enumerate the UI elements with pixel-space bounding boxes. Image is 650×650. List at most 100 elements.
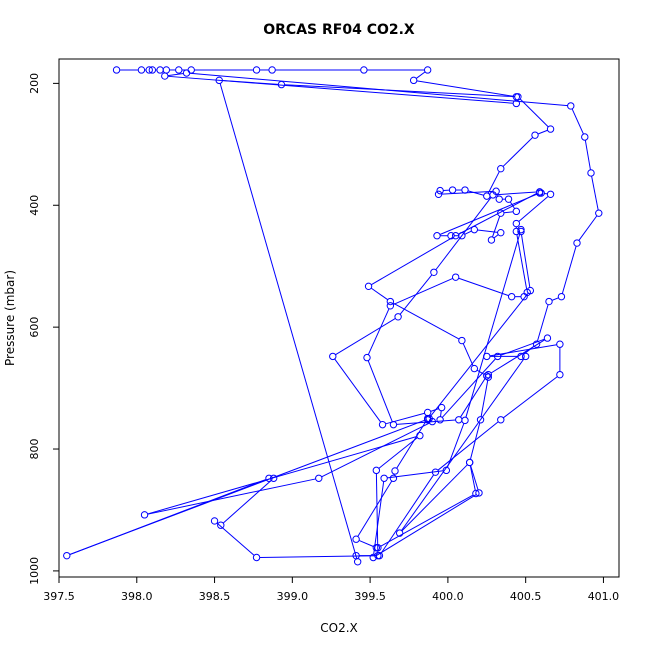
series-segment (458, 277, 509, 297)
x-tick-label: 399.5 (354, 590, 386, 603)
series-segment (477, 229, 498, 233)
data-point (512, 207, 521, 216)
series-segment (561, 245, 577, 294)
series-segment (401, 464, 468, 532)
data-point (436, 416, 444, 424)
series-segment (509, 201, 516, 209)
data-point (252, 66, 261, 74)
series-segment (502, 137, 534, 167)
series-segment (380, 474, 435, 554)
data-point (369, 553, 377, 562)
series-segment (437, 421, 499, 471)
series-segment (334, 358, 382, 423)
data-point (364, 282, 373, 291)
y-tick-label: 400 (28, 195, 41, 216)
y-axis-label: Pressure (mbar) (3, 270, 17, 366)
x-tick-label: 400.5 (510, 590, 542, 603)
series-segment (378, 437, 418, 469)
data-point (277, 80, 286, 89)
co2-series (63, 66, 603, 566)
series-segment (503, 211, 514, 214)
data-point (268, 66, 276, 74)
data-point (461, 416, 469, 425)
data-point (504, 195, 513, 203)
series-segment (415, 71, 426, 79)
chart-title: ORCAS RF04 CO2.X (263, 22, 415, 38)
data-point (512, 219, 521, 228)
series-segment (370, 287, 388, 301)
series-segment (489, 344, 557, 357)
series-segment (259, 555, 375, 558)
data-point (483, 352, 491, 361)
data-point (520, 292, 528, 301)
series-segment (284, 84, 515, 98)
data-point (217, 521, 225, 529)
y-axis: 200 400 600 800 1000 (28, 73, 59, 585)
data-point (386, 297, 395, 306)
series-segment (399, 274, 433, 315)
data-point (475, 489, 483, 497)
series-segment (147, 478, 316, 515)
series-segment (467, 190, 484, 196)
series-segment (69, 419, 427, 556)
x-tick-label: 398.0 (121, 590, 153, 603)
data-point (531, 131, 539, 139)
data-point (210, 517, 219, 525)
series-segment (518, 195, 549, 222)
data-point (487, 236, 496, 244)
data-point (483, 372, 491, 380)
series-segment (380, 494, 474, 547)
data-point (394, 313, 402, 321)
series-segment (392, 302, 460, 340)
series-segment (536, 304, 549, 342)
series-segment (469, 422, 481, 460)
data-point (451, 232, 460, 240)
data-point (148, 66, 157, 74)
data-point (556, 370, 564, 379)
data-point (416, 431, 424, 440)
x-tick-label: 399.0 (277, 590, 309, 603)
data-point (489, 191, 497, 199)
series-segment (446, 423, 465, 468)
series-segment (367, 360, 393, 422)
data-point (587, 169, 595, 177)
data-point (430, 268, 438, 276)
data-point (137, 66, 146, 74)
data-point (145, 66, 153, 74)
series-segment (373, 481, 385, 555)
series-segment (584, 140, 591, 170)
data-point (433, 232, 441, 240)
series-segment (519, 98, 549, 128)
data-point (329, 352, 337, 361)
data-point (556, 340, 564, 348)
data-point (543, 334, 552, 342)
data-point (447, 232, 455, 240)
data-point (557, 292, 566, 301)
data-point (112, 66, 121, 74)
data-point (535, 188, 544, 196)
data-point (360, 66, 368, 74)
data-point (265, 474, 273, 482)
data-point (436, 186, 444, 195)
data-point (374, 551, 382, 560)
data-point (514, 93, 522, 101)
series-segment (396, 421, 427, 469)
series-segment (439, 193, 537, 235)
data-point (372, 544, 381, 552)
data-point (353, 558, 362, 566)
series-segment (393, 277, 453, 305)
series-segment (571, 108, 584, 135)
data-point (423, 416, 432, 424)
data-point (63, 551, 71, 560)
series-segment (222, 480, 272, 524)
data-point (461, 186, 469, 194)
series-segment (416, 80, 514, 97)
data-point (434, 190, 443, 198)
data-point (512, 99, 521, 108)
data-point (567, 102, 575, 110)
data-point (581, 133, 589, 141)
data-point (352, 535, 360, 543)
series-segment (167, 75, 514, 104)
data-point (472, 489, 480, 498)
